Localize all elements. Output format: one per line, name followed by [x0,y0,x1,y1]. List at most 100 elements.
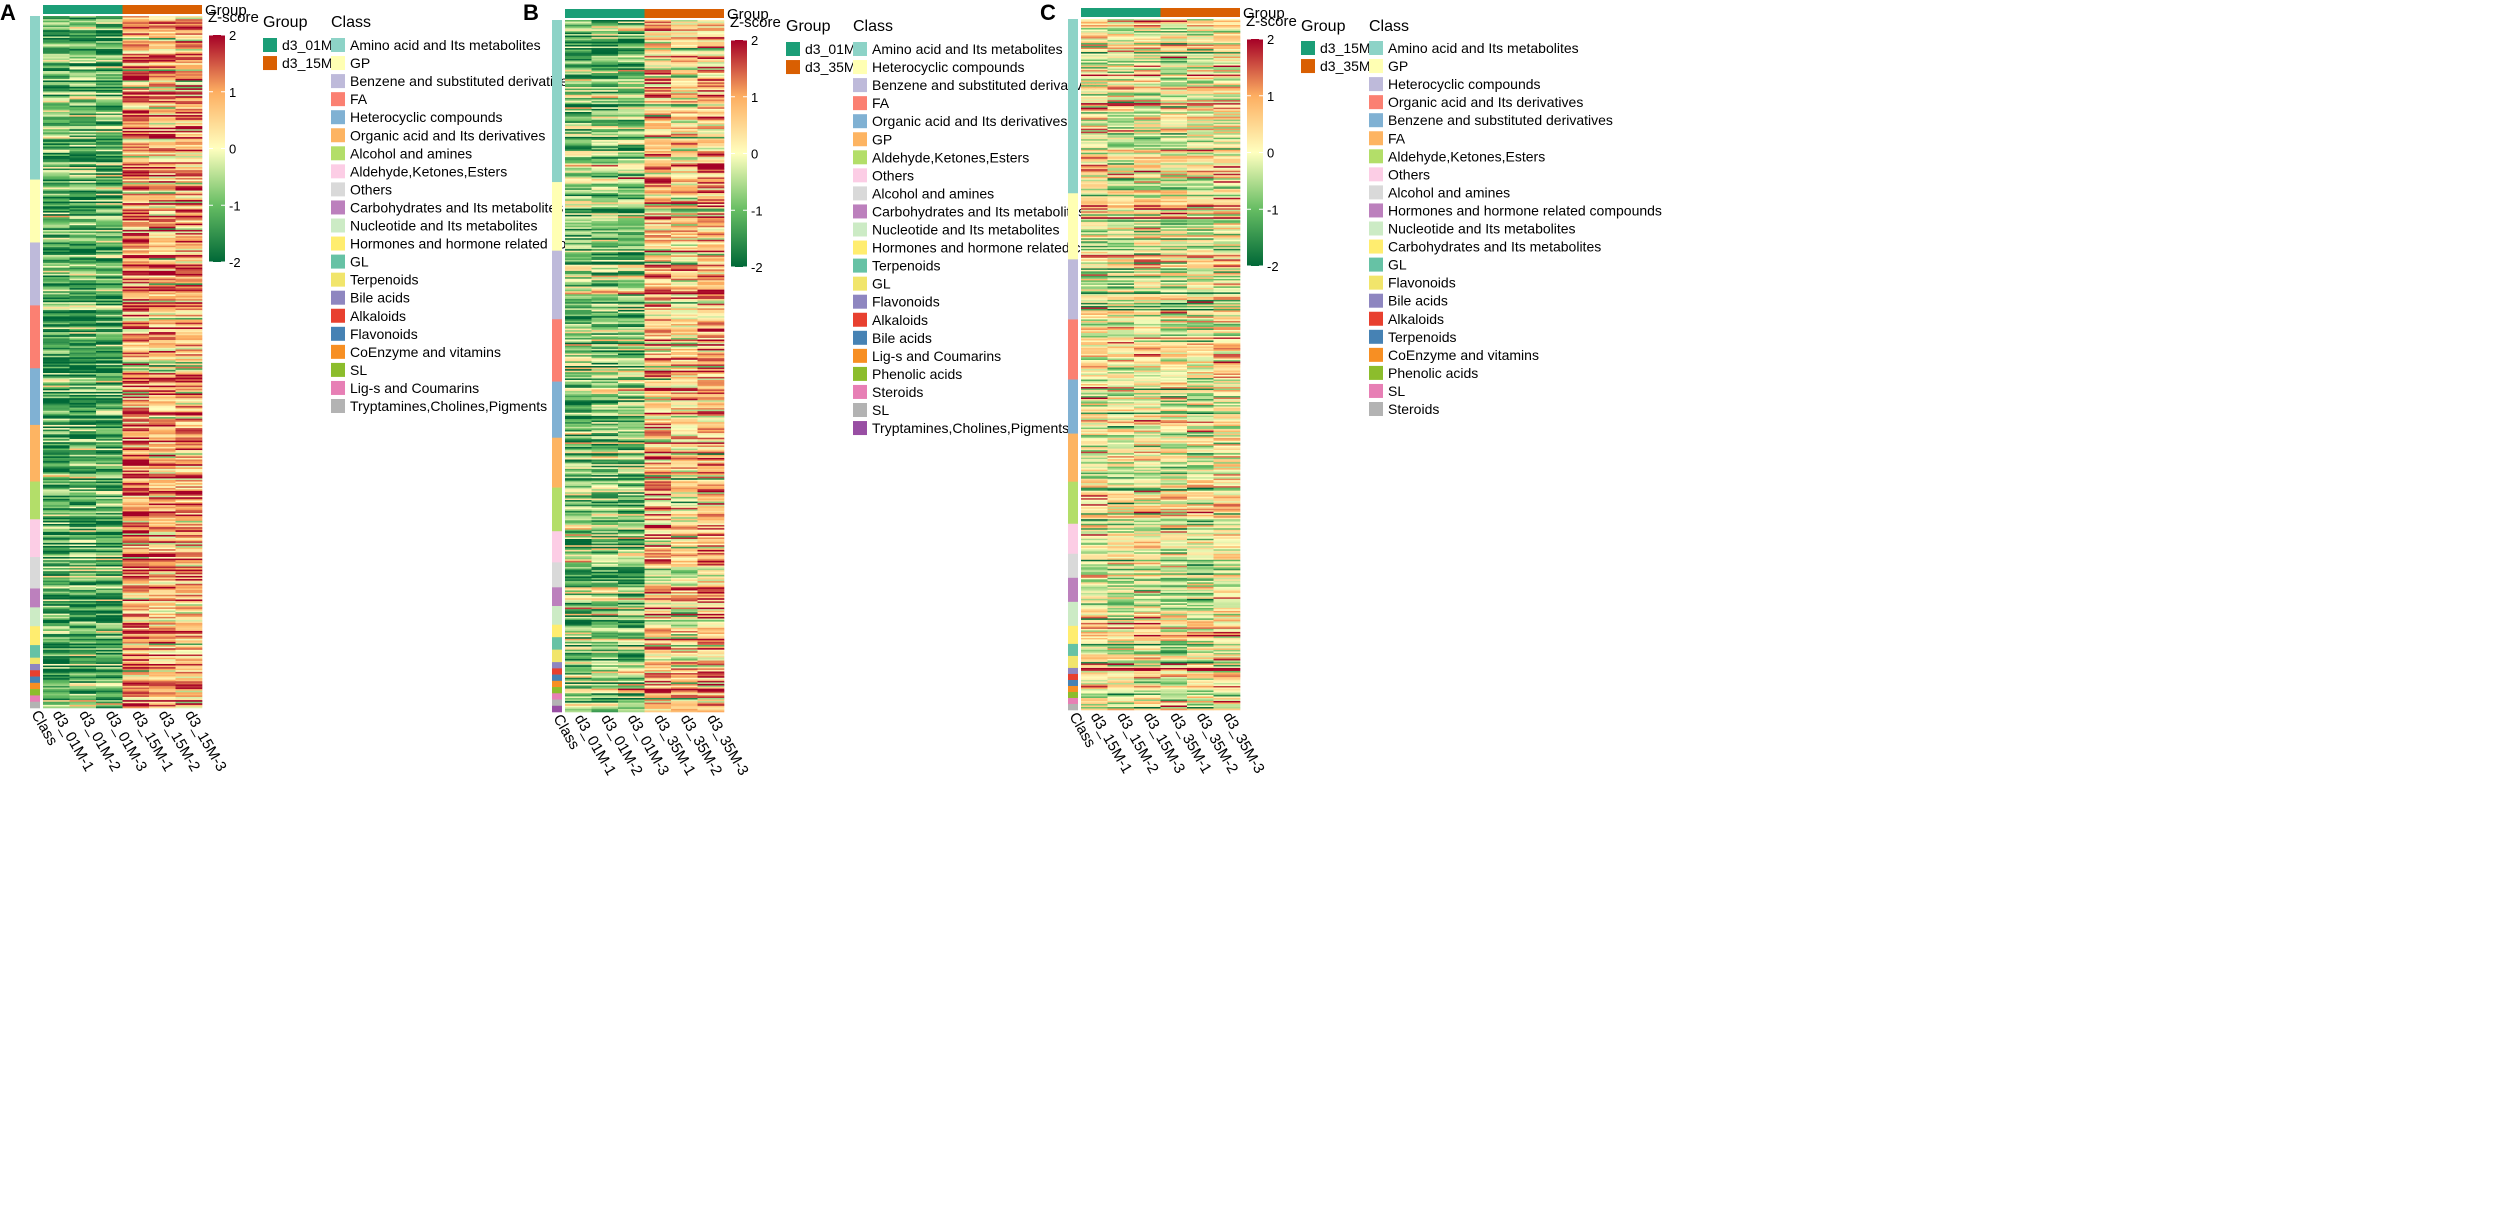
heatmap-cell [591,549,619,552]
heatmap-cell [175,122,203,125]
heatmap-cell [175,332,203,334]
heatmap-cell [671,216,698,219]
heatmap-cell [565,303,592,306]
heatmap-cell [96,450,123,452]
heatmap-cell [43,190,70,193]
heatmap-cell [175,385,203,388]
heatmap-cell [149,500,176,503]
heatmap-cell [591,476,619,479]
heatmap-cell [43,382,70,385]
heatmap-cell [96,423,123,426]
heatmap-cell [175,687,203,690]
group-legend-label: d3_01M [282,37,333,53]
heatmap-cell [149,608,176,611]
heatmap-cell [644,274,672,276]
heatmap-cell [697,339,725,342]
heatmap-cell [69,355,97,358]
heatmap-cell [122,549,150,552]
heatmap-cell [618,154,645,156]
heatmap-cell [43,207,70,210]
heatmap-cell [122,45,150,48]
heatmap-cell [43,446,70,449]
heatmap-cell [671,336,698,339]
heatmap-cell [591,364,619,367]
heatmap-cell [671,34,698,36]
heatmap-cell [43,244,70,246]
heatmap-cell [43,242,70,245]
heatmap-cell [671,593,698,596]
heatmap-cell [122,442,150,445]
heatmap-cell [69,558,97,561]
heatmap-cell [43,322,70,325]
heatmap-cell [591,99,619,102]
heatmap-cell [565,281,592,284]
heatmap-cell [122,544,150,547]
heatmap-cell [43,30,70,33]
heatmap-cell [618,582,645,585]
heatmap-cell [149,187,176,190]
heatmap-cell [96,473,123,476]
heatmap-cell [43,572,70,575]
heatmap-cell [69,495,97,498]
heatmap-cell [671,264,698,267]
heatmap-cell [591,334,619,337]
heatmap-cell [69,555,97,558]
heatmap-cell [591,54,619,57]
heatmap-cell [591,283,619,286]
heatmap-cell [591,143,619,145]
heatmap-cell [149,267,176,270]
heatmap-cell [591,447,619,449]
heatmap-cell [697,406,725,409]
heatmap-cell [122,568,150,570]
heatmap-cell [591,231,619,234]
heatmap-cell [122,676,150,679]
heatmap-cell [591,85,619,88]
heatmap-cell [644,144,672,147]
heatmap-cell [69,278,97,281]
heatmap-cell [618,172,645,175]
heatmap-cell [96,74,123,77]
heatmap-cell [618,230,645,233]
heatmap-cell [69,509,97,512]
heatmap-cell [175,321,203,323]
heatmap-cell [697,155,725,158]
heatmap-cell [122,424,150,427]
heatmap-cell [175,344,203,347]
heatmap-cell [69,350,97,353]
heatmap-cell [43,585,70,588]
heatmap-cell [149,228,176,231]
heatmap-cell [69,538,97,541]
heatmap-cell [618,526,645,529]
heatmap-cell [644,242,672,245]
heatmap-cell [122,170,150,172]
heatmap-cell [565,417,592,420]
heatmap-cell [122,155,150,158]
heatmap-cell [565,347,592,350]
heatmap-cell [122,626,150,629]
heatmap-cell [697,353,725,356]
heatmap-cell [591,579,619,582]
heatmap-cell [69,82,97,84]
heatmap-cell [565,565,592,568]
heatmap-cell [671,397,698,400]
heatmap-cell [69,585,97,588]
heatmap-cell [43,236,70,239]
heatmap-cell [644,348,672,351]
heatmap-cell [43,555,70,558]
heatmap-cell [69,582,97,585]
heatmap-cell [43,497,70,500]
heatmap-cell [175,369,203,372]
heatmap-cell [96,618,123,621]
heatmap-cell [671,577,698,580]
heatmap-cell [565,420,592,423]
heatmap-cell [149,601,176,603]
heatmap-cell [122,253,150,256]
heatmap-cell [644,140,672,142]
heatmap-cell [697,510,725,513]
heatmap-cell [671,337,698,340]
heatmap-cell [43,41,70,44]
heatmap-cell [697,140,725,142]
heatmap-cell [697,93,725,96]
heatmap-cell [149,659,176,662]
heatmap-cell [591,453,619,456]
